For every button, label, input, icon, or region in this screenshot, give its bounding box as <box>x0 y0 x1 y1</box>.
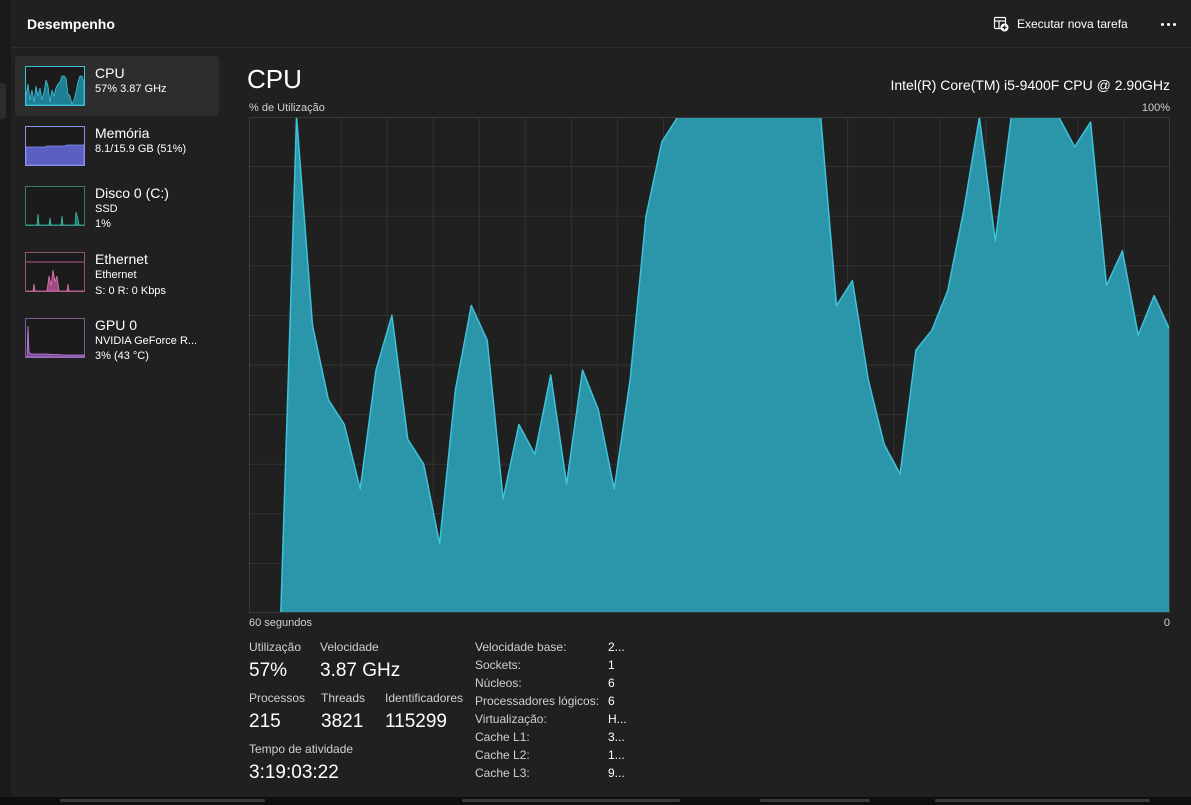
sidebar-item-label: Memória <box>95 125 150 141</box>
sidebar-item-label: GPU 0 <box>95 317 138 333</box>
spec-key: Cache L2: <box>475 748 530 762</box>
graph-border <box>249 117 1170 613</box>
spec-key: Núcleos: <box>475 676 522 690</box>
spec-value: 6 <box>608 676 615 690</box>
spec-value: H... <box>608 712 627 726</box>
utilization-axis-label: % de Utilização <box>249 102 325 114</box>
utilization-value: 57% <box>249 660 288 681</box>
spec-key: Cache L1: <box>475 730 530 744</box>
spec-key: Velocidade base: <box>475 640 567 654</box>
spec-value: 9... <box>608 766 625 780</box>
max-percent-label: 100% <box>1141 102 1170 114</box>
nav-indicator <box>0 83 6 119</box>
sidebar-item-detail: 57% 3.87 GHz <box>95 83 167 95</box>
sidebar-item-detail: 1% <box>95 218 111 230</box>
speed-label: Velocidade <box>320 640 379 654</box>
threads-value: 3821 <box>321 711 364 732</box>
ethernet-thumbnail-graph <box>25 252 85 292</box>
spec-key: Sockets: <box>475 658 522 672</box>
spec-value: 1 <box>608 658 615 672</box>
handles-value: 115299 <box>385 711 447 732</box>
cpu-thumbnail-graph <box>25 66 85 106</box>
uptime-value: 3:19:03:22 <box>249 762 339 783</box>
cpu-title: CPU <box>247 64 302 94</box>
sidebar-item-memory[interactable]: Memória 8.1/15.9 GB (51%) <box>15 116 219 176</box>
disk-thumbnail-graph <box>25 186 85 226</box>
processes-value: 215 <box>249 711 281 732</box>
sidebar-item-disk[interactable]: Disco 0 (C:) SSD 1% <box>15 176 219 236</box>
sidebar-item-gpu[interactable]: GPU 0 NVIDIA GeForce R... 3% (43 °C) <box>15 308 219 368</box>
new-task-icon <box>993 16 1009 32</box>
cpu-usage-area <box>249 117 1170 613</box>
time-now-label: 0 <box>1163 617 1170 629</box>
header: Desempenho Executar nova tarefa <box>11 0 1191 48</box>
time-span-label: 60 segundos <box>249 617 312 629</box>
page-title: Desempenho <box>27 16 115 32</box>
more-options-button[interactable] <box>1157 14 1179 34</box>
spec-key: Cache L3: <box>475 766 530 780</box>
memory-thumbnail-graph <box>25 126 85 166</box>
spec-value: 1... <box>608 748 625 762</box>
sidebar-item-detail: S: 0 R: 0 Kbps <box>95 285 166 297</box>
sidebar-item-ethernet[interactable]: Ethernet Ethernet S: 0 R: 0 Kbps <box>15 242 219 302</box>
spec-value: 6 <box>608 694 615 708</box>
utilization-label: Utilização <box>249 640 302 654</box>
run-new-task-button[interactable]: Executar nova tarefa <box>993 14 1128 34</box>
background-window-strip <box>0 797 1191 805</box>
sidebar-item-detail: SSD <box>95 203 118 215</box>
spec-value: 3... <box>608 730 625 744</box>
spec-key: Processadores lógicos: <box>475 694 600 708</box>
sidebar-item-label: Ethernet <box>95 251 148 267</box>
window-left-edge <box>0 0 11 805</box>
speed-value: 3.87 GHz <box>320 660 401 681</box>
more-icon <box>1160 22 1164 26</box>
spec-key: Virtualização: <box>475 712 547 726</box>
uptime-label: Tempo de atividade <box>249 742 354 756</box>
sidebar-item-label: CPU <box>95 65 125 81</box>
sidebar-item-detail: Ethernet <box>95 269 137 281</box>
processes-label: Processos <box>249 691 306 705</box>
task-manager-window: Desempenho Executar nova tarefa CPU 57% … <box>11 0 1191 805</box>
gpu-thumbnail-graph <box>25 318 85 358</box>
handles-label: Identificadores <box>385 691 464 705</box>
sidebar-item-detail: NVIDIA GeForce R... <box>95 335 198 347</box>
cpu-model: Intel(R) Core(TM) i5-9400F CPU @ 2.90GHz <box>890 77 1170 93</box>
sidebar-item-label: Disco 0 (C:) <box>95 185 169 201</box>
sidebar-item-cpu[interactable]: CPU 57% 3.87 GHz <box>15 56 219 116</box>
run-new-task-label: Executar nova tarefa <box>1017 17 1128 31</box>
sidebar-item-detail: 8.1/15.9 GB (51%) <box>95 143 187 155</box>
spec-value: 2... <box>608 640 625 654</box>
threads-label: Threads <box>321 691 366 705</box>
sidebar-item-detail: 3% (43 °C) <box>95 350 149 362</box>
cpu-utilization-graph <box>249 117 1170 613</box>
